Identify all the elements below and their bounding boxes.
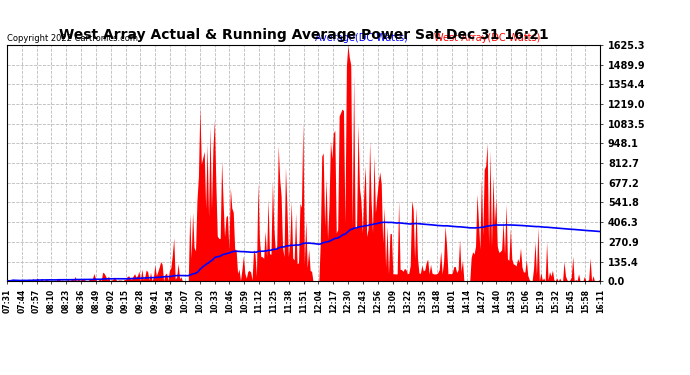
Text: Average(DC Watts): Average(DC Watts) — [315, 33, 408, 43]
Text: Copyright 2022 Cartronics.com: Copyright 2022 Cartronics.com — [7, 34, 138, 43]
Title: West Array Actual & Running Average Power Sat Dec 31 16:21: West Array Actual & Running Average Powe… — [59, 28, 549, 42]
Text: West Array(DC Watts): West Array(DC Watts) — [434, 33, 540, 43]
